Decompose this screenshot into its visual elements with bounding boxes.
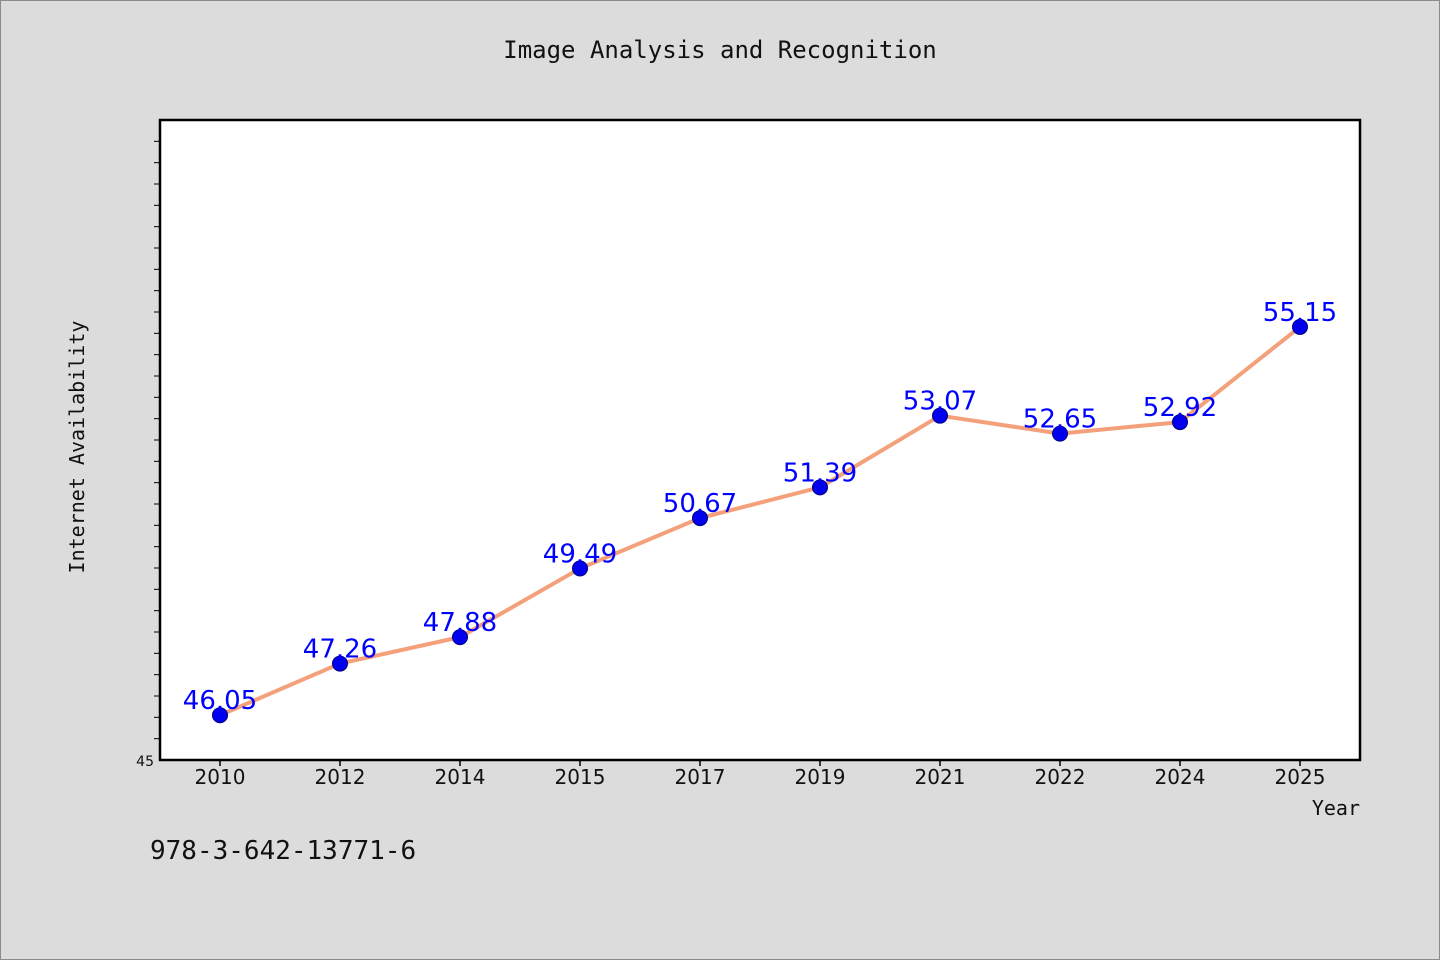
data-label: 46.05 bbox=[183, 686, 257, 716]
data-point bbox=[812, 479, 828, 496]
plot-area bbox=[158, 118, 1362, 762]
data-label: 52.92 bbox=[1143, 393, 1217, 423]
data-label: 52.65 bbox=[1023, 405, 1097, 435]
x-tick-label: 2025 bbox=[1275, 765, 1326, 789]
x-tick-label: 2022 bbox=[1035, 765, 1086, 789]
data-point bbox=[332, 655, 348, 672]
data-point bbox=[572, 560, 588, 577]
x-tick-label: 2015 bbox=[555, 765, 606, 789]
x-tick-label: 2024 bbox=[1155, 765, 1206, 789]
x-tick-label: 2014 bbox=[435, 765, 486, 789]
data-point bbox=[692, 510, 708, 527]
data-point bbox=[1052, 425, 1068, 442]
data-label: 47.26 bbox=[303, 635, 377, 665]
data-label: 47.88 bbox=[423, 608, 497, 638]
series-line bbox=[218, 324, 1302, 718]
data-label: 49.49 bbox=[543, 539, 617, 569]
data-point bbox=[1292, 318, 1308, 335]
data-point bbox=[1172, 414, 1188, 431]
data-label: 55.15 bbox=[1263, 298, 1337, 328]
x-axis-label: Year bbox=[1311, 796, 1360, 820]
x-tick-label: 2012 bbox=[315, 765, 366, 789]
x-tick-label: 2017 bbox=[675, 765, 726, 789]
isbn-text: 978-3-642-13771-6 bbox=[150, 836, 417, 866]
x-tick-label: 2019 bbox=[795, 765, 846, 789]
data-label: 53.07 bbox=[903, 387, 977, 417]
x-tick-label: 2021 bbox=[915, 765, 966, 789]
data-point bbox=[212, 707, 228, 724]
data-point bbox=[932, 407, 948, 424]
x-tick-label: 2010 bbox=[195, 765, 246, 789]
data-label: 50.67 bbox=[663, 489, 737, 519]
y-tick-label: 45 bbox=[136, 754, 154, 770]
data-label: 51.39 bbox=[783, 458, 857, 488]
chart-title: Image Analysis and Recognition bbox=[503, 36, 937, 64]
data-point bbox=[452, 629, 468, 646]
